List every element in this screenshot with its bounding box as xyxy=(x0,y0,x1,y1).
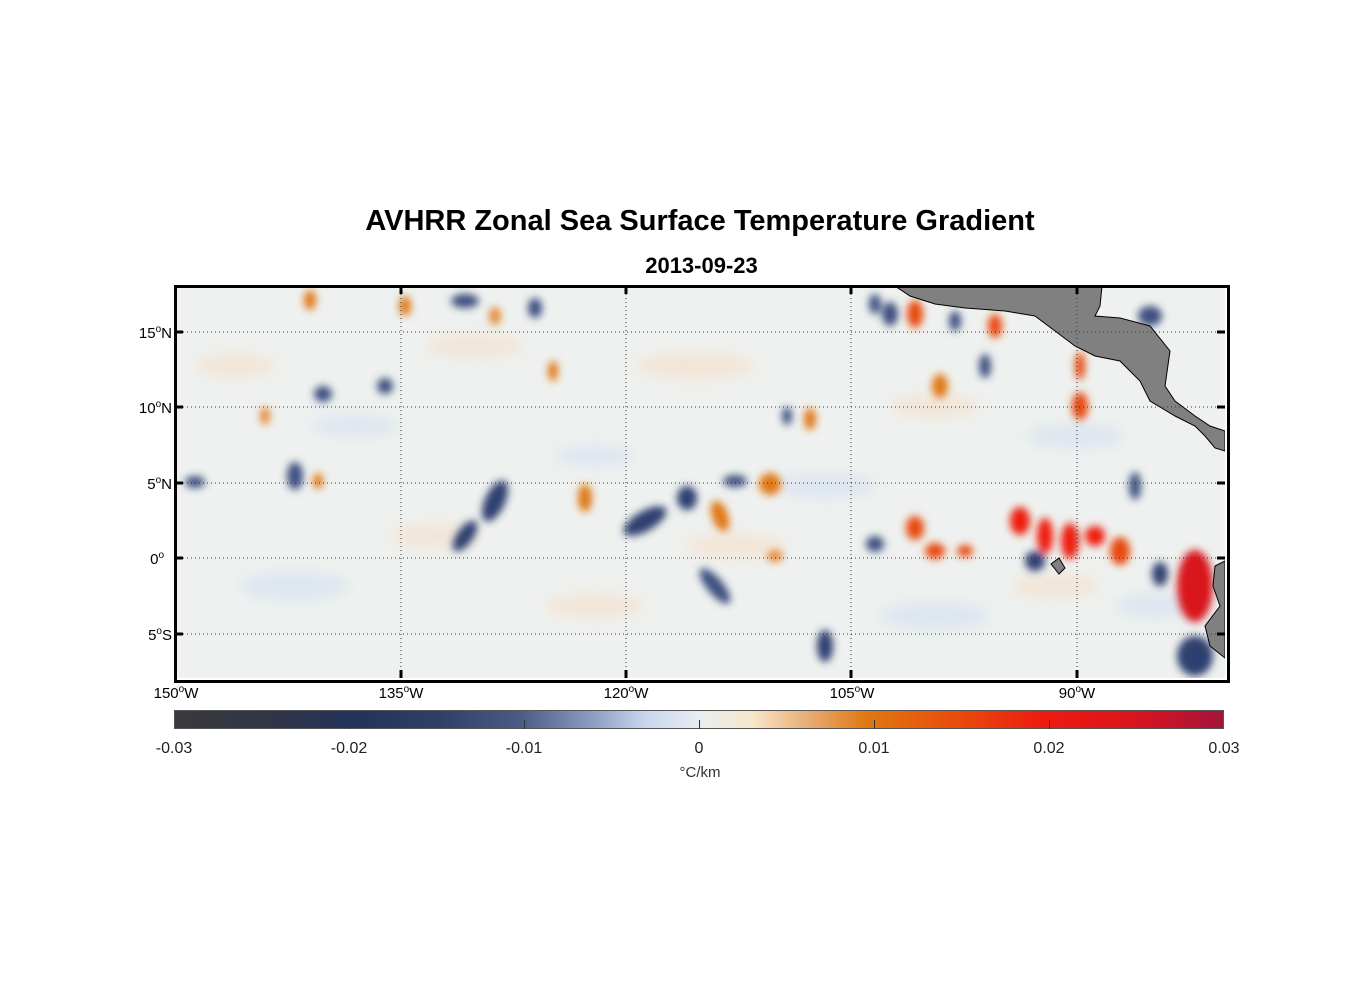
colorbar-label: 0.02 xyxy=(1033,740,1065,757)
lon-label-150w: 150oW xyxy=(153,684,199,702)
colorbar-unit: °C/km xyxy=(679,764,721,781)
lat-label-15n: 15oN xyxy=(138,324,172,342)
colorbar-tick xyxy=(1049,720,1050,729)
sst-gradient-map xyxy=(175,286,1225,678)
lon-label-90w: 90oW xyxy=(1058,684,1096,702)
lon-label-105w: 105oW xyxy=(829,684,875,702)
colorbar-label: 0.01 xyxy=(858,740,890,757)
colorbar-tick xyxy=(524,720,525,729)
lon-label-120w: 120oW xyxy=(603,684,649,702)
colorbar-tick xyxy=(874,720,875,729)
colorbar-label-min: -0.03 xyxy=(155,740,193,757)
lat-label-0: 0o xyxy=(150,550,164,568)
lat-label-10n: 10oN xyxy=(138,399,172,417)
lon-label-135w: 135oW xyxy=(378,684,424,702)
central-america-land xyxy=(894,286,1225,452)
colorbar-tick xyxy=(699,720,700,729)
colorbar-label-max: 0.03 xyxy=(1208,740,1240,757)
map-date: 2013-09-23 xyxy=(645,253,758,278)
galapagos-land xyxy=(1050,557,1066,575)
colorbar-tick xyxy=(349,720,350,729)
colorbar-label: -0.01 xyxy=(505,740,543,757)
map-title: AVHRR Zonal Sea Surface Temperature Grad… xyxy=(365,205,1035,237)
colorbar-label-zero: 0 xyxy=(694,740,704,757)
lat-label-5s: 5oS xyxy=(148,626,172,644)
lat-label-5n: 5oN xyxy=(147,475,172,493)
colorbar-label: -0.02 xyxy=(330,740,368,757)
